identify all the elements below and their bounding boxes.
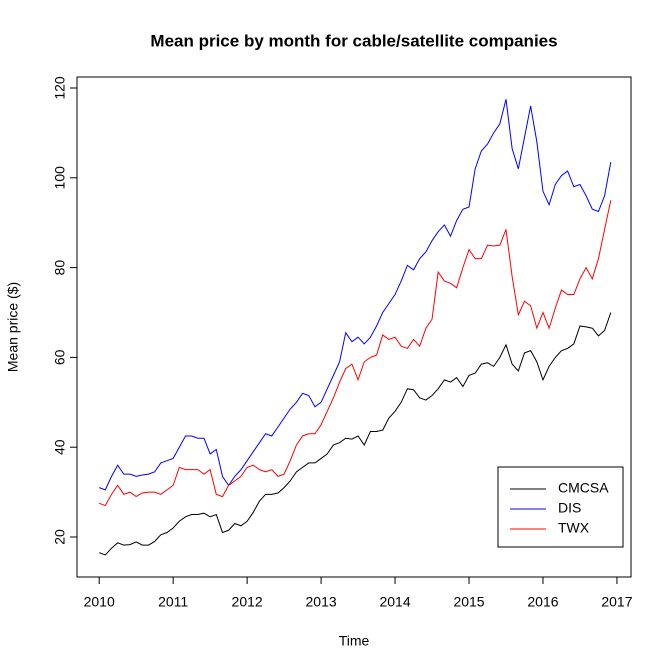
x-tick-label: 2011 (158, 594, 188, 610)
legend-label: DIS (558, 500, 581, 516)
legend-label: CMCSA (558, 480, 609, 496)
legend-box (497, 466, 624, 548)
series-line (99, 99, 612, 491)
x-tick-label: 2014 (379, 594, 410, 610)
y-tick-label: 100 (52, 166, 68, 190)
x-axis-label: Time (339, 633, 370, 649)
x-tick-label: 2013 (306, 594, 337, 610)
x-tick-label: 2017 (601, 594, 632, 610)
x-tick-label: 2016 (527, 594, 558, 610)
chart-title: Mean price by month for cable/satellite … (150, 31, 557, 50)
y-tick-label: 40 (52, 439, 68, 455)
x-tick-label: 2010 (84, 594, 115, 610)
series-line (99, 200, 612, 507)
y-tick-label: 120 (52, 76, 68, 100)
series-line (99, 312, 612, 556)
y-tick-label: 20 (52, 529, 68, 545)
y-tick-label: 60 (52, 349, 68, 365)
y-axis-label: Mean price ($) (5, 282, 21, 372)
x-tick-label: 2015 (453, 594, 484, 610)
y-tick-label: 80 (52, 260, 68, 276)
legend-label: TWX (558, 520, 590, 536)
x-tick-label: 2012 (232, 594, 263, 610)
